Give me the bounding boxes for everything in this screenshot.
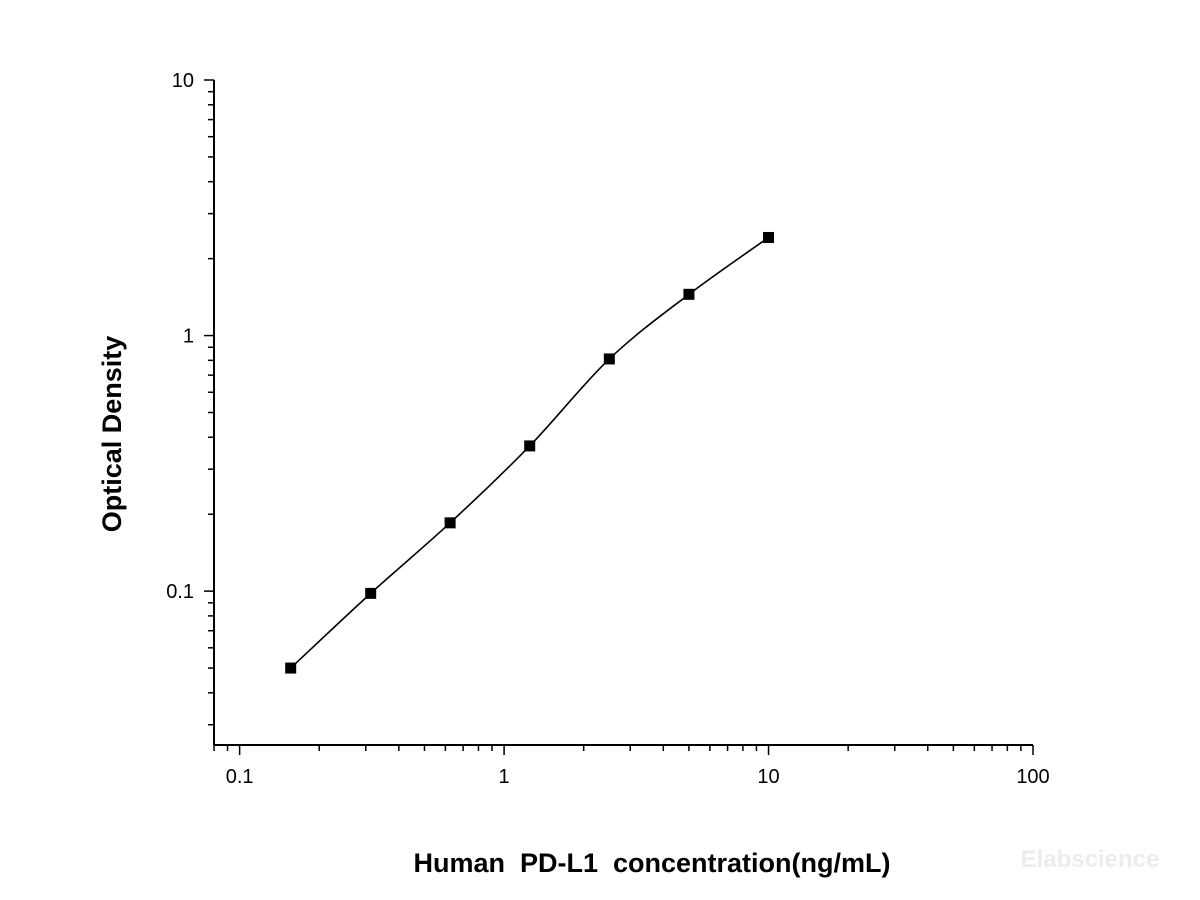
y-tick-label: 0.1: [166, 581, 194, 603]
ticks: [204, 79, 1034, 755]
y-tick-label: 10: [172, 70, 194, 92]
watermark-logo: Elabscience: [1021, 846, 1160, 873]
x-tick-label: 100: [1016, 766, 1049, 788]
data-point: [524, 440, 536, 452]
data-point: [603, 353, 615, 365]
y-axis-title: Optical Density: [97, 336, 127, 533]
data-point: [763, 231, 775, 243]
y-tick-label: 1: [183, 326, 194, 348]
x-tick-label: 10: [757, 766, 779, 788]
x-axis-title: Human PD-L1 concentration(ng/mL): [413, 848, 890, 878]
fit-curve: [290, 236, 770, 669]
x-tick-label: 1: [499, 766, 510, 788]
data-point: [365, 587, 377, 599]
data-point: [683, 288, 695, 300]
data-point: [285, 662, 297, 674]
tick-labels: 0.1 1 10 100 0.1 1 10: [166, 70, 1050, 788]
data-point: [444, 517, 456, 529]
data-points: [285, 231, 775, 674]
x-tick-label: 0.1: [226, 766, 254, 788]
axes: [213, 80, 1033, 746]
